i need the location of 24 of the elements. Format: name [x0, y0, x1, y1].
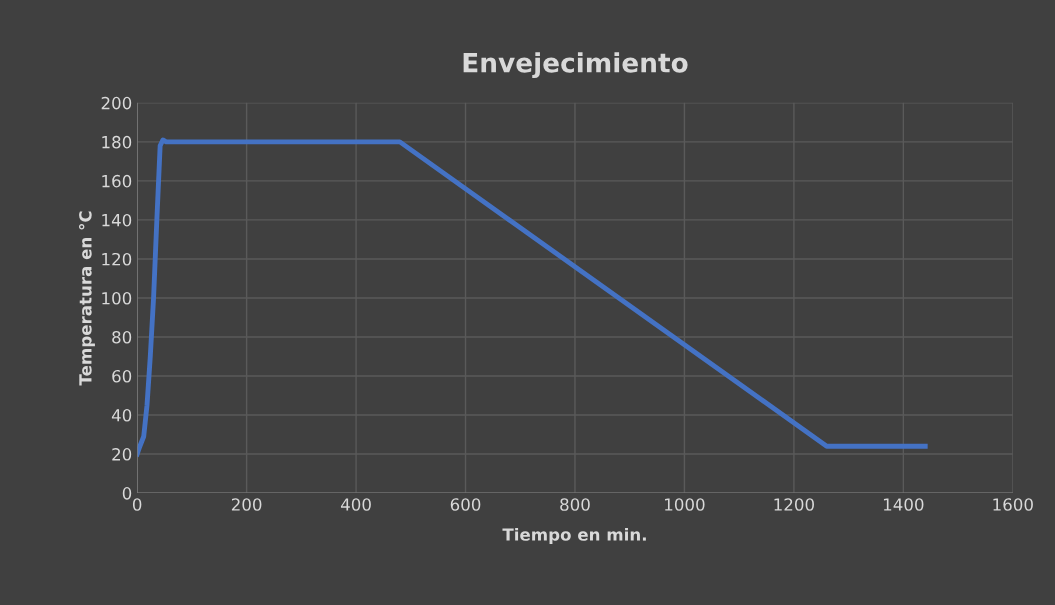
x-tick-label: 1400 [883, 498, 924, 511]
y-tick-label: 140 [102, 213, 132, 227]
y-tick-label: 160 [102, 174, 132, 188]
x-tick-label: 200 [231, 498, 262, 511]
x-tick-label: 0 [132, 498, 142, 511]
x-tick-label: 1600 [993, 498, 1033, 511]
x-tick-label: 800 [560, 498, 590, 511]
y-tick-label: 60 [112, 369, 132, 383]
y-axis-title: Temperatura en °C [78, 211, 95, 386]
x-tick-label: 400 [340, 498, 371, 511]
y-tick-label: 40 [111, 408, 132, 422]
x-tick-label: 600 [450, 498, 481, 511]
x-tick-label: 1200 [774, 498, 814, 511]
y-tick-label: 0 [122, 487, 132, 500]
y-tick-label: 120 [102, 252, 132, 266]
x-tick-label: 1000 [665, 498, 705, 511]
y-tick-label: 200 [101, 96, 132, 110]
y-tick-label: 180 [102, 135, 132, 149]
y-tick-label: 80 [112, 330, 132, 344]
x-axis-title: Tiempo en min. [502, 527, 646, 545]
y-tick-label: 100 [102, 291, 132, 305]
y-tick-label: 20 [112, 448, 132, 461]
line-series [137, 137, 928, 457]
chart-title: Envejecimiento [463, 52, 688, 78]
